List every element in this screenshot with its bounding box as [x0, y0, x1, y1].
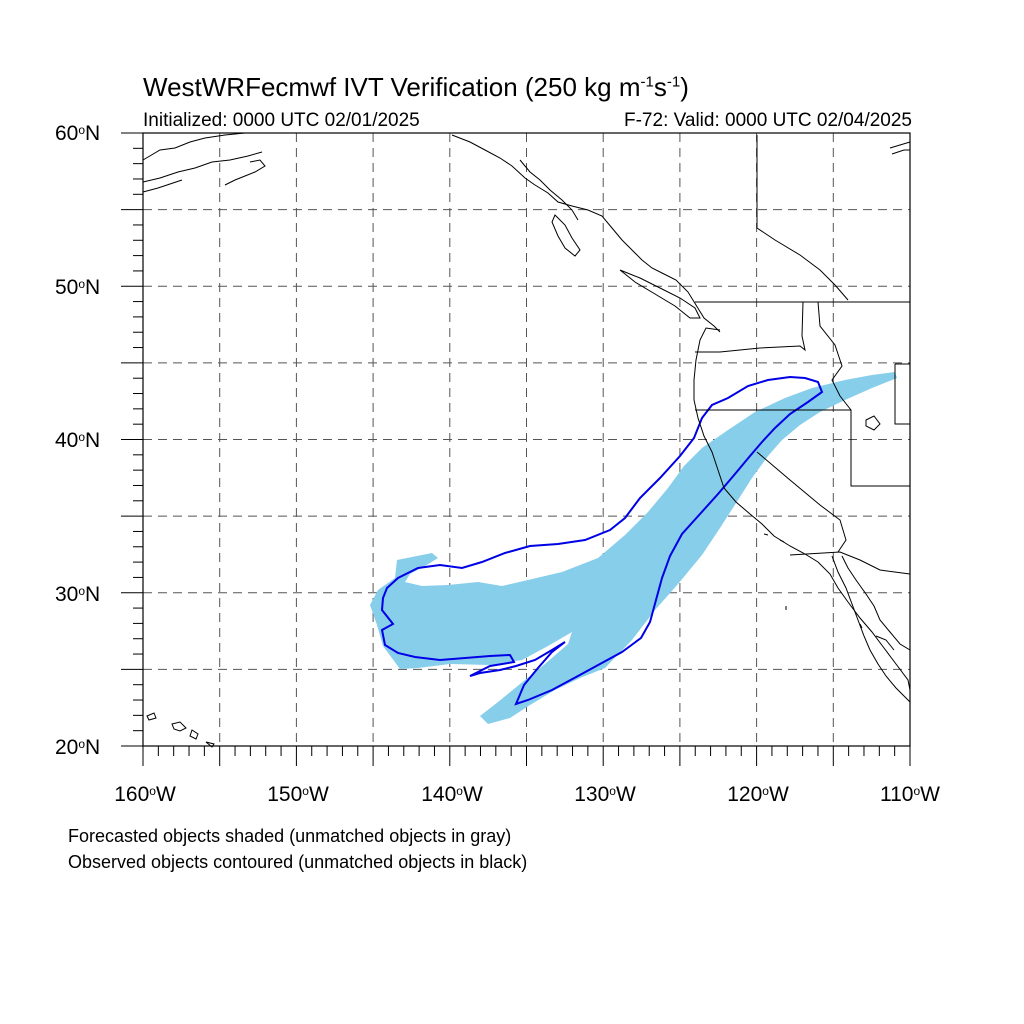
observed-ivt-object	[380, 375, 824, 706]
lon-label-120w: 120oW	[727, 783, 789, 806]
lat-label-30: 30oN	[55, 583, 101, 606]
lon-label-150w: 150oW	[267, 783, 329, 806]
forecast-ivt-object	[370, 372, 897, 724]
observed-note: Observed objects contoured (unmatched ob…	[68, 852, 528, 872]
lon-label-140w: 140oW	[421, 783, 483, 806]
forecast-note: Forecasted objects shaded (unmatched obj…	[68, 826, 512, 846]
lat-label-60: 60oN	[55, 122, 101, 145]
coastline-borders	[142, 132, 911, 748]
lat-label-20: 20oN	[55, 736, 101, 759]
lat-label-50: 50oN	[55, 276, 101, 299]
lon-label-110w: 110oW	[880, 783, 940, 806]
valid-time: F-72: Valid: 0000 UTC 02/04/2025	[624, 110, 912, 131]
initialized-time: Initialized: 0000 UTC 02/01/2025	[143, 110, 420, 131]
graticule-grid	[142, 132, 911, 747]
map-title: WestWRFecmwf IVT Verification (250 kg m-…	[143, 72, 689, 102]
axis-ticks	[121, 132, 911, 766]
lon-label-130w: 130oW	[574, 783, 636, 806]
lon-label-160w: 160oW	[114, 783, 176, 806]
lat-label-40: 40oN	[55, 429, 101, 452]
